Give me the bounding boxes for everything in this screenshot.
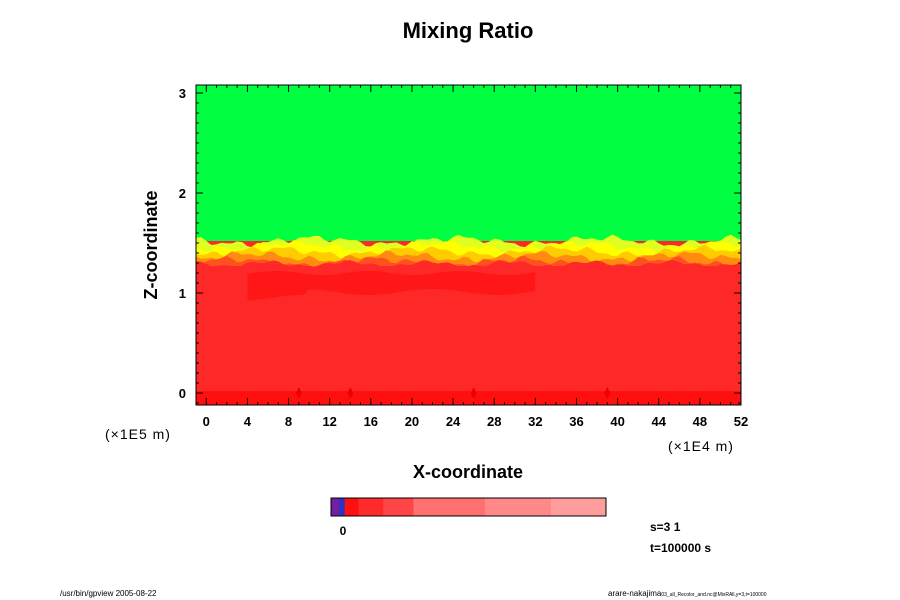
heatmap-interface-bands — [196, 234, 741, 405]
footer-right-small: 03_all_Recolor_and.nc@MixRAll,y=3,t=1000… — [661, 592, 766, 598]
bottom-mark-1 — [295, 387, 302, 399]
bottom-mark-4 — [604, 387, 611, 399]
colorbar-segment-6 — [413, 498, 486, 516]
x-tick-label: 36 — [569, 414, 583, 429]
x-tick-label: 24 — [446, 414, 461, 429]
colorbar-frame — [330, 497, 607, 517]
footer-right: arare-nakajima03_all_Recolor_and.nc@MixR… — [608, 589, 767, 598]
interface-wisp — [247, 271, 536, 301]
colorbar — [331, 498, 607, 516]
colorbar-tick-label: 0 — [340, 524, 347, 538]
footer-left: /usr/bin/gpview 2005-08-22 — [60, 589, 157, 598]
x-tick-label: 12 — [322, 414, 336, 429]
heatmap-area — [196, 85, 741, 405]
y-tick-label: 2 — [179, 186, 186, 201]
colorbar-segment-7 — [485, 498, 552, 516]
heatmap-region-upper — [196, 85, 741, 241]
bottom-strip — [196, 391, 741, 405]
x-tick-label: 32 — [528, 414, 542, 429]
interface-lower-fill — [196, 260, 741, 405]
chart-title: Mixing Ratio — [403, 18, 534, 43]
x-tick-label: 4 — [244, 414, 252, 429]
heatmap-bottom-marks — [196, 387, 741, 405]
colorbar-segment-4 — [358, 498, 384, 516]
x-tick-label: 48 — [693, 414, 707, 429]
x-tick-label: 52 — [734, 414, 748, 429]
x-scale-note: (×1E4 m) — [668, 438, 734, 454]
y-tick-label: 3 — [179, 86, 186, 101]
y-tick-label: 1 — [179, 286, 186, 301]
colorbar-segment-3 — [344, 498, 359, 516]
x-tick-label: 28 — [487, 414, 501, 429]
colorbar-segment-2 — [339, 498, 346, 516]
s-label: s=3 1 — [650, 520, 681, 534]
footer-right-main: arare-nakajima — [608, 589, 662, 598]
colorbar-segment-8 — [551, 498, 607, 516]
bottom-mark-3 — [470, 387, 477, 399]
y-tick-label: 0 — [179, 386, 186, 401]
y-scale-note: (×1E5 m) — [105, 426, 171, 442]
colorbar-segment-5 — [383, 498, 414, 516]
y-axis-label: Z-coordinate — [141, 190, 161, 299]
x-tick-label: 8 — [285, 414, 292, 429]
colorbar-segment-1 — [331, 498, 340, 516]
x-tick-label: 40 — [610, 414, 624, 429]
bottom-mark-2 — [347, 387, 354, 399]
x-tick-label: 0 — [203, 414, 210, 429]
t-label: t=100000 s — [650, 541, 711, 555]
x-tick-label: 20 — [405, 414, 419, 429]
x-tick-label: 44 — [652, 414, 667, 429]
x-tick-label: 16 — [364, 414, 378, 429]
plot-frame — [195, 84, 742, 406]
x-axis-label: X-coordinate — [413, 462, 523, 482]
